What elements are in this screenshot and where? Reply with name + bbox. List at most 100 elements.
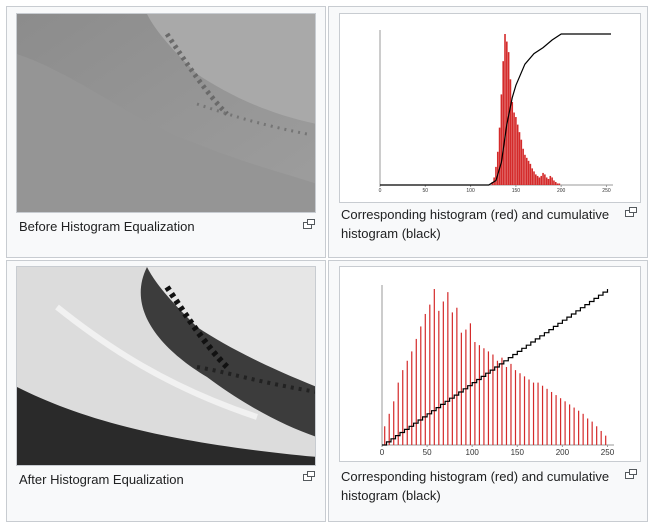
histogram-bar (513, 112, 515, 185)
histogram-bar (438, 310, 440, 445)
histogram-bar (393, 401, 395, 445)
histogram-bar (555, 395, 557, 445)
histogram-bar (388, 413, 390, 445)
x-tick-label: 50 (423, 188, 429, 194)
histogram-bar (451, 312, 453, 445)
histogram-bar (525, 157, 528, 185)
histogram-bar (411, 351, 413, 445)
gallery-item-before-image: Before Histogram Equalization (6, 6, 326, 258)
x-tick-label: 250 (602, 188, 611, 194)
histogram-bar (596, 426, 598, 445)
histogram-bar (424, 313, 426, 445)
x-tick-label: 200 (556, 448, 570, 457)
magnify-clip-icon[interactable] (625, 469, 637, 479)
histogram-bar (524, 154, 526, 185)
histogram-bar (558, 183, 561, 185)
gallery-caption: After Histogram Equalization (19, 472, 184, 487)
x-tick-label: 150 (511, 448, 525, 457)
histogram-bar (433, 289, 435, 445)
histogram-bar (498, 127, 501, 185)
histogram-bar (500, 94, 503, 185)
histogram-bar (415, 338, 417, 445)
x-tick-label: 0 (379, 188, 382, 194)
histogram-bar (559, 398, 562, 445)
gallery-item-before-histogram: 0 50 100 150 200 250 Corresponding histogram … (328, 6, 648, 258)
histogram-bar (535, 174, 537, 185)
histogram-bar (420, 326, 422, 445)
x-tick-label: 100 (466, 188, 475, 194)
histogram-bar (406, 360, 408, 445)
before-equalization-photo[interactable] (16, 13, 316, 213)
histogram-bar (528, 379, 530, 445)
gallery-item-after-histogram: 0 50 100 150 200 250 Corresponding histogram … (328, 260, 648, 522)
histogram-bar (531, 168, 533, 185)
histogram-bar (465, 329, 467, 445)
histogram-bar (516, 124, 519, 185)
histogram-bar (529, 163, 532, 185)
histogram-bar (587, 418, 589, 445)
histogram-bar (519, 373, 521, 445)
histogram-bar (554, 181, 557, 185)
histogram-bar (496, 151, 499, 185)
histogram-bar (533, 171, 535, 185)
histogram-bar (537, 382, 539, 445)
gallery-item-after-image: After Histogram Equalization (6, 260, 326, 522)
histogram-bar (532, 382, 535, 445)
magnify-clip-icon[interactable] (303, 219, 315, 229)
histogram-bar (402, 370, 404, 445)
histogram-bar (541, 385, 544, 445)
histogram-bar (523, 376, 526, 445)
histogram-bar (492, 354, 494, 445)
x-tick-label: 50 (423, 448, 432, 457)
histogram-bar (540, 175, 543, 185)
histogram-bar (556, 183, 559, 185)
magnify-clip-icon[interactable] (303, 471, 315, 481)
histogram-bar (491, 181, 494, 185)
histogram-bar (544, 174, 546, 185)
gallery-caption: Corresponding histogram (red) and cumula… (341, 469, 610, 503)
histogram-bar (506, 41, 508, 185)
histogram-bar (564, 401, 566, 445)
histogram-bar (514, 370, 517, 445)
x-tick-label: 0 (380, 448, 385, 457)
after-histogram-chart[interactable]: 0 50 100 150 200 250 (339, 266, 641, 462)
histogram-bar (605, 435, 607, 445)
gallery-caption: Before Histogram Equalization (19, 219, 195, 234)
histogram-bar (536, 175, 539, 185)
before-histogram-chart[interactable]: 0 50 100 150 200 250 (339, 13, 641, 203)
cumulative-line (380, 33, 611, 186)
histogram-bar (578, 410, 580, 445)
histogram-bar (474, 342, 476, 445)
histogram-bar (496, 360, 499, 445)
histogram-bar (550, 391, 553, 445)
after-equalization-photo[interactable] (16, 266, 316, 466)
histogram-bar (487, 351, 490, 445)
histogram-bar (509, 79, 512, 185)
histogram-bar (551, 177, 553, 185)
histogram-bar (520, 139, 523, 185)
histogram-bar (384, 426, 386, 445)
histogram-bar (442, 301, 444, 445)
histogram-bar (600, 430, 602, 445)
x-tick-label: 150 (512, 188, 521, 194)
histogram-bar (591, 421, 593, 445)
histogram-bar (547, 178, 550, 185)
histogram-bar (545, 177, 548, 185)
histogram-chart-svg: 0 50 100 150 200 250 (379, 30, 613, 194)
histogram-bar (546, 388, 548, 445)
histogram-bar (538, 177, 541, 185)
histogram-bar (501, 357, 503, 445)
histogram-bar (518, 132, 521, 185)
gallery-caption: Corresponding histogram (red) and cumula… (341, 207, 610, 241)
histogram-bar (569, 404, 571, 445)
histogram-bar (483, 348, 485, 445)
histogram-chart-svg: 0 50 100 150 200 250 (380, 285, 615, 457)
magnify-clip-icon[interactable] (625, 207, 637, 217)
histogram-bar (582, 413, 584, 445)
histogram-bar (504, 34, 506, 185)
x-tick-label: 250 (601, 448, 615, 457)
histogram-bar (549, 175, 552, 185)
histogram-bar (429, 304, 431, 445)
histogram-bar (573, 407, 575, 445)
